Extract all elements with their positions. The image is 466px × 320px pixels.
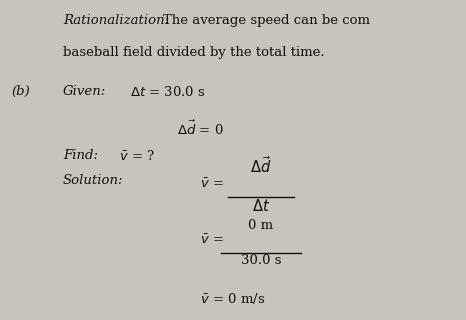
Text: $\Delta\vec{d}$: $\Delta\vec{d}$ bbox=[250, 155, 272, 176]
Text: Find:: Find: bbox=[63, 149, 98, 162]
Text: baseball field divided by the total time.: baseball field divided by the total time… bbox=[63, 46, 324, 60]
Text: 30.0 s: 30.0 s bbox=[241, 254, 281, 268]
Text: 0 m: 0 m bbox=[248, 219, 274, 232]
Text: The average speed can be com: The average speed can be com bbox=[163, 14, 370, 28]
Text: $\Delta t$: $\Delta t$ bbox=[252, 198, 270, 214]
Text: Solution:: Solution: bbox=[63, 174, 123, 188]
Text: $\bar{v}$ =: $\bar{v}$ = bbox=[200, 234, 224, 247]
Text: $\bar{v}$ = ?: $\bar{v}$ = ? bbox=[119, 149, 155, 163]
Text: $\Delta\vec{d}$ = 0: $\Delta\vec{d}$ = 0 bbox=[177, 120, 224, 138]
Text: Rationalization:: Rationalization: bbox=[63, 14, 169, 28]
Text: $\bar{v}$ =: $\bar{v}$ = bbox=[200, 178, 224, 191]
Text: $\Delta t$ = 30.0 s: $\Delta t$ = 30.0 s bbox=[130, 85, 206, 99]
Text: (b): (b) bbox=[12, 85, 30, 98]
Text: $\bar{v}$ = 0 m/s: $\bar{v}$ = 0 m/s bbox=[200, 291, 266, 306]
Text: Given:: Given: bbox=[63, 85, 106, 98]
